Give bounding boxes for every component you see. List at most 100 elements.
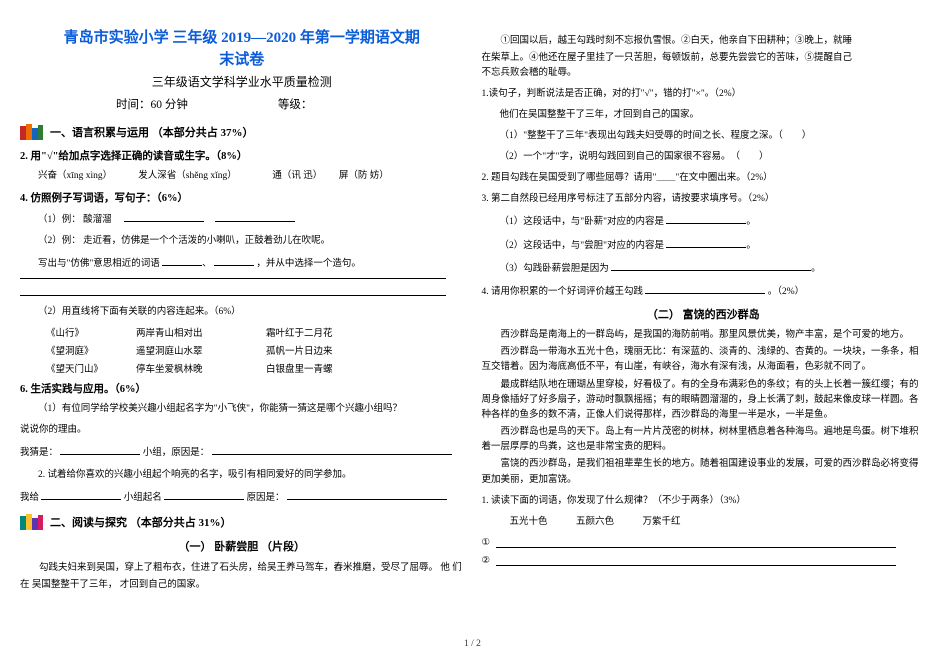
rv-words: 五光十色 五颜六色 万紫千红	[482, 514, 926, 530]
q6-give-mid: 小组起名	[124, 493, 162, 503]
rq4-text: 4. 请用你积累的一个好词评价越王勾践	[482, 287, 644, 297]
match-cell: 霜叶红于二月花	[266, 325, 386, 339]
rv-ans2: ②	[482, 554, 926, 566]
blank[interactable]	[496, 554, 896, 566]
q2-items: 兴奋（xīng xìng） 发人深省（shěng xǐng） 通（讯 迅） 屏（…	[20, 168, 464, 184]
rq4: 4. 请用你积累的一个好词评价越王勾践 。（2%）	[482, 282, 926, 300]
match-cell: 孤帆一片日边来	[266, 343, 386, 357]
r2-p4: 西沙群岛也是鸟的天下。岛上有一片片茂密的树林，树林里栖息着各种海鸟。遍地是鸟蛋。…	[482, 425, 926, 455]
section-2-label: 二、阅读与探究 （本部分共占 31%）	[50, 514, 232, 530]
rv-title: 1. 读读下面的词语，你发现了什么规律？（不少于两条）（3%）	[482, 493, 926, 509]
exam-page: 青岛市实验小学 三年级 2019—2020 年第一学期语文期 末试卷 三年级语文…	[20, 28, 925, 618]
rq3-c-text: （3）勾践卧薪尝胆是因为	[500, 264, 609, 274]
section-1-header: 一、语言积累与运用 （本部分共占 37%）	[20, 122, 464, 142]
books-icon	[20, 122, 44, 142]
rq3-a-text: （1）这段话中，与"卧薪"对应的内容是	[500, 217, 665, 227]
blank[interactable]	[645, 282, 765, 294]
match-cell: 停车坐爱枫林晚	[136, 361, 266, 375]
rv-ans1: ①	[482, 536, 926, 548]
r2-p2: 西沙群岛一带海水五光十色，瑰丽无比：有深蓝的、淡青的、浅绿的、杏黄的。一块块，一…	[482, 345, 926, 375]
blank[interactable]	[611, 259, 811, 271]
blank[interactable]	[41, 488, 121, 500]
match-cell: 遥望洞庭山水翠	[136, 343, 266, 357]
circle-2-icon: ②	[482, 555, 491, 566]
blank[interactable]	[212, 443, 452, 455]
rq1-b: （2）一个"才"字，说明勾践回到自己的国家很不容易。 （ ）	[482, 149, 926, 165]
match-cell: 《山行》	[46, 325, 136, 339]
blank[interactable]	[214, 254, 254, 266]
page-title-line1: 青岛市实验小学 三年级 2019—2020 年第一学期语文期	[20, 28, 464, 48]
blank[interactable]	[60, 443, 140, 455]
rq3-c: （3）勾践卧薪尝胆是因为 。	[482, 259, 926, 277]
grade-label: 等级：	[278, 96, 313, 112]
reading1-heading: （一） 卧薪尝胆 （片段）	[20, 538, 464, 554]
q4-title: 4. 仿照例子写词语，写句子：（6%）	[20, 190, 464, 205]
match-cell: 白银盘里一青螺	[266, 361, 386, 375]
left-column: 青岛市实验小学 三年级 2019—2020 年第一学期语文期 末试卷 三年级语文…	[20, 28, 464, 618]
q6-give: 我给 小组起名 原因是：	[20, 488, 464, 506]
q6-guess-label: 我猜是：	[20, 448, 58, 458]
r2-p1: 西沙群岛是南海上的一群岛屿，是我国的海防前哨。那里风景优美，物产丰富，是个可爱的…	[482, 328, 926, 343]
blank[interactable]	[215, 210, 295, 222]
match-cell: 《望洞庭》	[46, 343, 136, 357]
books-icon	[20, 512, 44, 532]
page-footer: 1 / 2	[0, 639, 945, 649]
rq1-a: （1）"整整干了三年"表现出勾践夫妇受辱的时间之长、程度之深。（ ）	[482, 128, 926, 144]
r-top-1: ①回国以后，越王勾践时刻不忘报仇雪恨。②白天，他亲自下田耕种；③晚上，就睡	[482, 34, 926, 49]
q2-item-2: 通（讯 迅）	[272, 171, 317, 181]
q4-ex2-label: （2）例：	[38, 236, 81, 246]
blank[interactable]	[666, 212, 746, 224]
rq3-b-text: （2）这段话中，与"尝胆"对应的内容是	[500, 241, 665, 251]
r2-p3: 最成群结队地在珊瑚丛里穿梭，好看极了。有的全身布满彩色的条纹；有的头上长着一簇红…	[482, 378, 926, 424]
circle-1-icon: ①	[482, 537, 491, 548]
reading2-heading: （二） 富饶的西沙群岛	[482, 306, 926, 322]
q4-ex1-label: （1）例：	[38, 215, 81, 225]
time-label: 时间：	[116, 96, 151, 112]
rq1-sentence: 他们在吴国整整干了三年，才回到自己的国家。	[482, 107, 926, 123]
q6-give-label: 我给	[20, 493, 39, 503]
q4-ex1: （1）例： 酸溜溜	[20, 210, 464, 228]
q4-sim: 写出与"仿佛"意思相近的词语 、 ，并从中选择一个造句。	[20, 254, 464, 272]
write-line[interactable]	[20, 295, 446, 296]
q6-p1b: 说说你的理由。	[20, 422, 464, 438]
q4-and-pick: ，并从中选择一个造句。	[256, 259, 361, 269]
q2-item-3: 屏（防 妨）	[339, 171, 389, 181]
q4-write-sim: 写出与"仿佛"意思相近的词语	[38, 259, 160, 269]
q6-guess: 我猜是： 小组，原因是：	[20, 443, 464, 461]
time-grade-row: 时间： 60 分钟 等级：	[20, 96, 464, 112]
q2-item-1: 发人深省（shěng xǐng）	[138, 171, 232, 181]
q2-title: 2. 用"√"给加点字选择正确的读音或生字。（8%）	[20, 148, 464, 163]
match-title: （2）用直线将下面有关联的内容连起来。（6%）	[20, 304, 464, 320]
rq1-title: 1.读句子，判断说法是否正确，对的打"√"，错的打"×"。（2%）	[482, 86, 926, 102]
q6-p2: 2. 试着给你喜欢的兴趣小组起个响亮的名字，吸引有相同爱好的同学参加。	[20, 467, 464, 483]
rq4-pct: 。（2%）	[768, 287, 804, 297]
q4-ex1-word: 酸溜溜	[83, 215, 112, 225]
page-title-line2: 末试卷	[20, 50, 464, 70]
reading1-para: 勾践夫妇来到吴国，穿上了粗布衣，住进了石头房，给吴王养马驾车，舂米推磨，受尽了屈…	[20, 560, 464, 593]
blank[interactable]	[164, 488, 244, 500]
right-column: ①回国以后，越王勾践时刻不忘报仇雪恨。②白天，他亲自下田耕种；③晚上，就睡 在柴…	[482, 28, 926, 618]
match-table: 《山行》 两岸青山相对出 霜叶红于二月花 《望洞庭》 遥望洞庭山水翠 孤帆一片日…	[46, 325, 464, 375]
q6-p1a: （1）有位同学给学校美兴趣小组起名字为"小飞侠"，你能猜一猜这是哪个兴趣小组吗？	[20, 401, 464, 417]
match-cell: 《望天门山》	[46, 361, 136, 375]
write-line[interactable]	[20, 278, 446, 279]
rq3-b: （2）这段话中，与"尝胆"对应的内容是 。	[482, 236, 926, 254]
rq3-title: 3. 第二自然段已经用序号标注了五部分内容，请按要求填序号。（2%）	[482, 191, 926, 207]
r-top-2: 在柴草上。④他还在屋子里挂了一只苦胆，每顿饭前，总要先尝尝它的苦味，⑤提醒自己	[482, 51, 926, 66]
page-subtitle: 三年级语文学科学业水平质量检测	[20, 73, 464, 90]
section-2-header: 二、阅读与探究 （本部分共占 31%）	[20, 512, 464, 532]
q6-title: 6. 生活实践与应用。（6%）	[20, 381, 464, 396]
blank[interactable]	[666, 236, 746, 248]
blank[interactable]	[124, 210, 204, 222]
match-cell: 两岸青山相对出	[136, 325, 266, 339]
rq3-a: （1）这段话中，与"卧薪"对应的内容是 。	[482, 212, 926, 230]
q2-item-0: 兴奋（xīng xìng）	[38, 171, 107, 181]
blank[interactable]	[496, 536, 896, 548]
q6-give-reason: 原因是：	[247, 493, 285, 503]
blank[interactable]	[162, 254, 202, 266]
r2-p5: 富饶的西沙群岛，是我们祖祖辈辈生长的地方。随着祖国建设事业的发展，可爱的西沙群岛…	[482, 457, 926, 487]
section-1-label: 一、语言积累与运用 （本部分共占 37%）	[50, 124, 254, 140]
q4-ex2-sentence: 走近看，仿佛是一个个活泼的小喇叭，正鼓着劲儿在吹呢。	[83, 236, 330, 246]
blank[interactable]	[287, 488, 447, 500]
q4-ex2: （2）例： 走近看，仿佛是一个个活泼的小喇叭，正鼓着劲儿在吹呢。	[20, 233, 464, 249]
